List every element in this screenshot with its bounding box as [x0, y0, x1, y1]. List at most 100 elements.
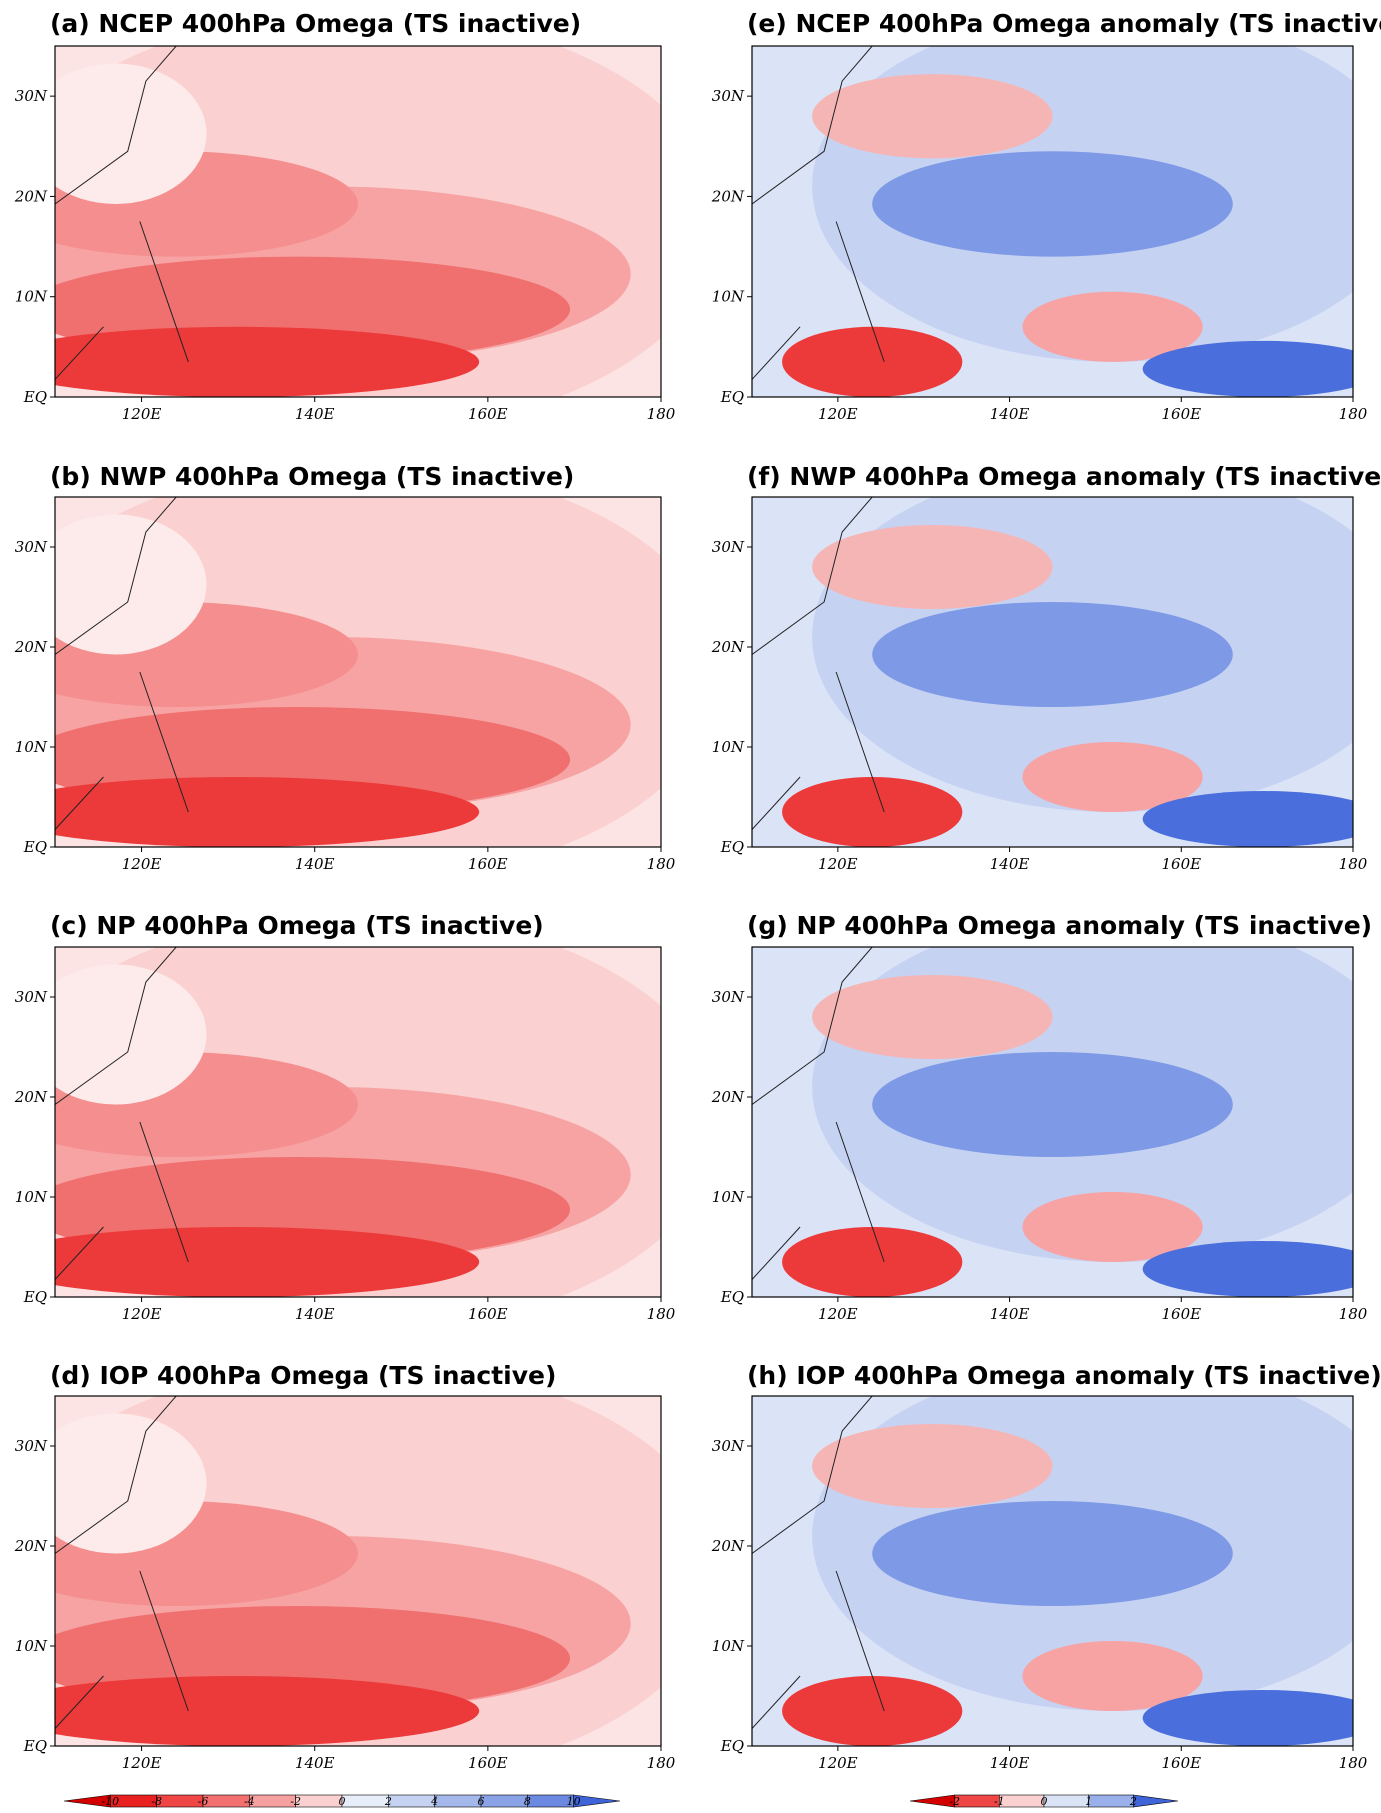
- panel-title: (g) NP 400hPa Omega anomaly (TS inactive…: [747, 911, 1372, 940]
- x-tick-label: 120E: [122, 1305, 162, 1323]
- x-tick-label: 180: [1339, 1754, 1368, 1772]
- y-tick-label: 10N: [15, 1188, 48, 1206]
- y-tick-label: 30N: [712, 538, 745, 556]
- y-tick-label: 30N: [712, 988, 745, 1006]
- y-tick-label: EQ: [23, 1737, 47, 1755]
- colorbar-segment: [481, 1795, 527, 1807]
- y-tick-label: 30N: [712, 1437, 745, 1455]
- x-tick-label: 140E: [295, 1305, 335, 1323]
- y-tick-label: 20N: [14, 1088, 48, 1106]
- colorbar-label: 0: [339, 1795, 346, 1808]
- x-tick-label: 140E: [295, 855, 335, 873]
- map: [752, 462, 1381, 847]
- colorbar-label: 4: [430, 1795, 438, 1808]
- map: [752, 11, 1381, 397]
- x-tick-label: 140E: [990, 405, 1030, 423]
- colorbar-segment: [342, 1795, 388, 1807]
- contour-region: [872, 151, 1233, 256]
- colorbar-label: 2: [384, 1795, 392, 1808]
- y-tick-label: 30N: [15, 1437, 48, 1455]
- panel-title: (c) NP 400hPa Omega (TS inactive): [50, 911, 544, 940]
- y-tick-label: 30N: [712, 87, 745, 105]
- panel-title: (f) NWP 400hPa Omega anomaly (TS inactiv…: [747, 462, 1381, 491]
- colorbar-label: -4: [244, 1795, 255, 1808]
- x-tick-label: 120E: [818, 1754, 858, 1772]
- contour-region: [782, 1227, 962, 1297]
- y-tick-label: 20N: [711, 638, 745, 656]
- colorbar-label: 6: [478, 1795, 485, 1808]
- x-tick-label: 160E: [1161, 855, 1201, 873]
- panel-title: (h) IOP 400hPa Omega anomaly (TS inactiv…: [747, 1361, 1381, 1390]
- colorbar-label: 0: [1041, 1795, 1048, 1808]
- contour-region: [0, 327, 479, 397]
- colorbar-label: -10: [101, 1795, 119, 1808]
- y-tick-label: 30N: [15, 87, 48, 105]
- y-tick-label: EQ: [720, 838, 744, 856]
- contour-region: [1143, 1241, 1381, 1297]
- contour-region: [872, 602, 1233, 707]
- x-tick-label: 120E: [818, 855, 858, 873]
- colorbar-label: -2: [949, 1795, 960, 1808]
- colorbar-end: [910, 1795, 955, 1807]
- x-tick-label: 120E: [818, 1305, 858, 1323]
- colorbar-label: 2: [1129, 1795, 1137, 1808]
- map: [752, 912, 1381, 1297]
- y-tick-label: EQ: [23, 1288, 47, 1306]
- x-tick-label: 160E: [1161, 1305, 1201, 1323]
- x-tick-label: 140E: [990, 1754, 1030, 1772]
- map: [0, 462, 722, 882]
- x-tick-label: 160E: [1161, 405, 1201, 423]
- contour-region: [872, 1501, 1233, 1606]
- y-tick-label: 10N: [15, 288, 48, 306]
- x-tick-label: 140E: [295, 1754, 335, 1772]
- x-tick-label: 180: [1339, 855, 1368, 873]
- y-tick-label: 20N: [711, 1088, 745, 1106]
- contour-region: [782, 1676, 962, 1746]
- x-tick-label: 120E: [122, 1754, 162, 1772]
- x-tick-label: 180: [1339, 405, 1368, 423]
- contour-region: [812, 525, 1052, 609]
- y-tick-label: 30N: [15, 538, 48, 556]
- y-tick-label: 20N: [711, 187, 745, 205]
- y-tick-label: 10N: [712, 738, 745, 756]
- contour-region: [872, 1052, 1233, 1157]
- y-tick-label: 30N: [15, 988, 48, 1006]
- y-tick-label: 20N: [711, 1537, 745, 1555]
- colorbar-segment: [296, 1795, 342, 1807]
- y-tick-label: 10N: [15, 738, 48, 756]
- colorbar-segment: [999, 1795, 1044, 1807]
- colorbar-end: [1133, 1795, 1178, 1807]
- y-tick-label: EQ: [720, 388, 744, 406]
- contour-region: [1143, 791, 1381, 847]
- map: [0, 912, 722, 1332]
- colorbar-label: -2: [290, 1795, 301, 1808]
- figure: (a) NCEP 400hPa Omega (TS inactive)120E1…: [0, 0, 1381, 1813]
- colorbar-label: -1: [994, 1795, 1005, 1808]
- colorbar-label: 1: [1085, 1795, 1092, 1808]
- map: [0, 1361, 722, 1781]
- panel-title: (d) IOP 400hPa Omega (TS inactive): [50, 1361, 556, 1390]
- panel-title: (b) NWP 400hPa Omega (TS inactive): [50, 462, 574, 491]
- y-tick-label: EQ: [23, 388, 47, 406]
- x-tick-label: 120E: [122, 855, 162, 873]
- x-tick-label: 120E: [122, 405, 162, 423]
- x-tick-label: 160E: [468, 405, 508, 423]
- colorbar-segment: [1044, 1795, 1089, 1807]
- colorbar-label: 8: [524, 1795, 531, 1808]
- contour-region: [1143, 341, 1381, 397]
- x-tick-label: 140E: [990, 855, 1030, 873]
- y-tick-label: 10N: [712, 1188, 745, 1206]
- contour-region: [25, 965, 207, 1105]
- x-tick-label: 180: [1339, 1305, 1368, 1323]
- y-tick-label: 10N: [712, 1637, 745, 1655]
- y-tick-label: 20N: [14, 1537, 48, 1555]
- contour-region: [812, 1424, 1052, 1508]
- colorbar-segment: [203, 1795, 249, 1807]
- y-tick-label: EQ: [23, 838, 47, 856]
- colorbar-label: -6: [198, 1795, 209, 1808]
- y-tick-label: 20N: [14, 638, 48, 656]
- contour-region: [25, 64, 207, 204]
- y-tick-label: 10N: [15, 1637, 48, 1655]
- y-tick-label: EQ: [720, 1737, 744, 1755]
- x-tick-label: 180: [647, 1305, 676, 1323]
